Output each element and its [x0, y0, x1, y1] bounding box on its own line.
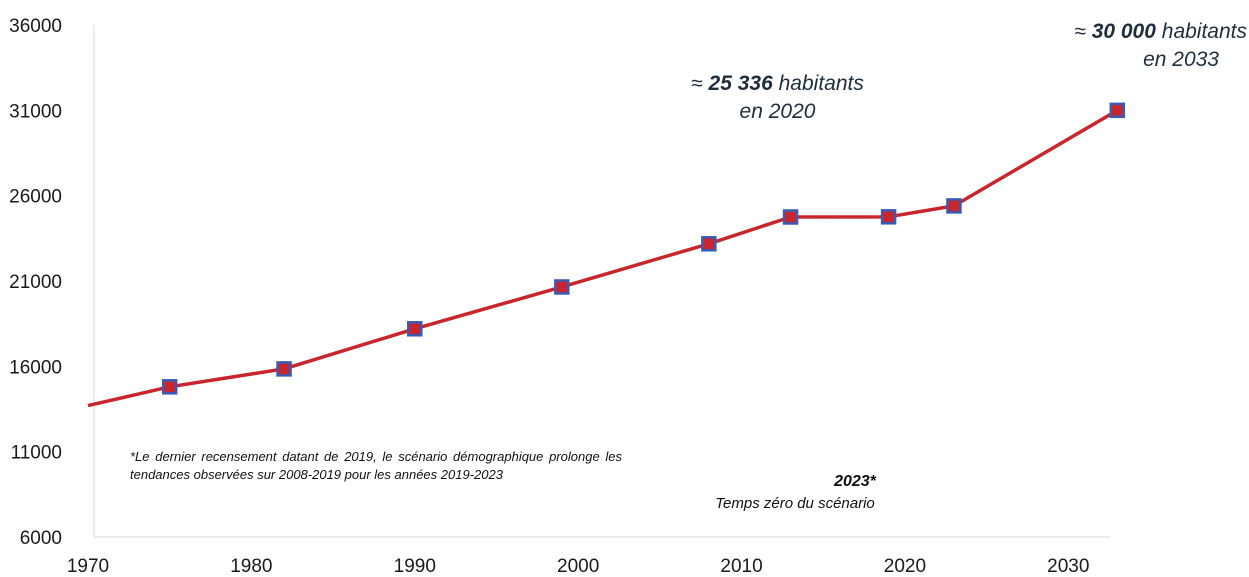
x-axis-ticks: 1970 1980 1990 2000 2010 2020 2030	[67, 556, 1090, 577]
data-point-marker	[701, 236, 717, 252]
time-zero-caption: Temps zéro du scénario	[715, 495, 875, 512]
data-point-marker	[880, 209, 897, 225]
y-tick-label: 36000	[9, 16, 62, 37]
y-tick-label: 6000	[20, 528, 62, 549]
annotation-2033-year: en 2033	[1143, 48, 1219, 71]
x-tick-label: 2020	[884, 556, 926, 577]
annotation-2020-year: en 2020	[739, 100, 816, 123]
x-tick-label: 2030	[1047, 556, 1089, 577]
annotation-2020-unit: habitants	[778, 72, 864, 95]
y-tick-label: 31000	[9, 101, 62, 122]
annotation-2020-approx: ≈	[691, 72, 703, 95]
time-zero-label: 2023* Temps zéro du scénario	[690, 471, 900, 515]
x-tick-label: 1990	[394, 556, 436, 577]
x-tick-label: 1980	[230, 556, 272, 577]
time-zero-year: 2023*	[834, 473, 876, 490]
population-series	[87, 102, 1126, 408]
data-point-marker	[782, 209, 799, 225]
y-tick-label: 16000	[9, 357, 62, 378]
series-line	[87, 108, 1119, 408]
footnote: *Le dernier recensement datant de 2019, …	[130, 449, 622, 482]
x-tick-label: 1970	[67, 556, 109, 577]
x-tick-label: 2010	[720, 556, 762, 577]
data-point-marker	[946, 198, 962, 214]
x-tick-label: 2000	[557, 556, 599, 577]
y-tick-label: 11000	[11, 443, 62, 464]
annotation-2033-value: 30 000	[1091, 20, 1156, 43]
data-point-marker	[276, 361, 292, 377]
data-point-marker	[161, 379, 178, 395]
data-point-marker	[1109, 102, 1126, 119]
y-axis-ticks: 6000 11000 16000 21000 26000 31000 36000	[9, 16, 62, 549]
data-point-marker	[554, 279, 570, 295]
data-point-marker	[407, 321, 423, 337]
y-tick-label: 26000	[9, 187, 62, 208]
annotation-2033-unit: habitants	[1161, 20, 1247, 43]
annotation-2033: ≈ 30 000 habitants en 2033	[1032, 18, 1247, 74]
annotation-2033-approx: ≈	[1074, 20, 1086, 43]
annotation-2020: ≈ 25 336 habitants en 2020	[655, 70, 900, 126]
annotation-2020-value: 25 336	[708, 72, 773, 95]
chart-axes	[93, 25, 1110, 538]
y-tick-label: 21000	[9, 272, 62, 293]
